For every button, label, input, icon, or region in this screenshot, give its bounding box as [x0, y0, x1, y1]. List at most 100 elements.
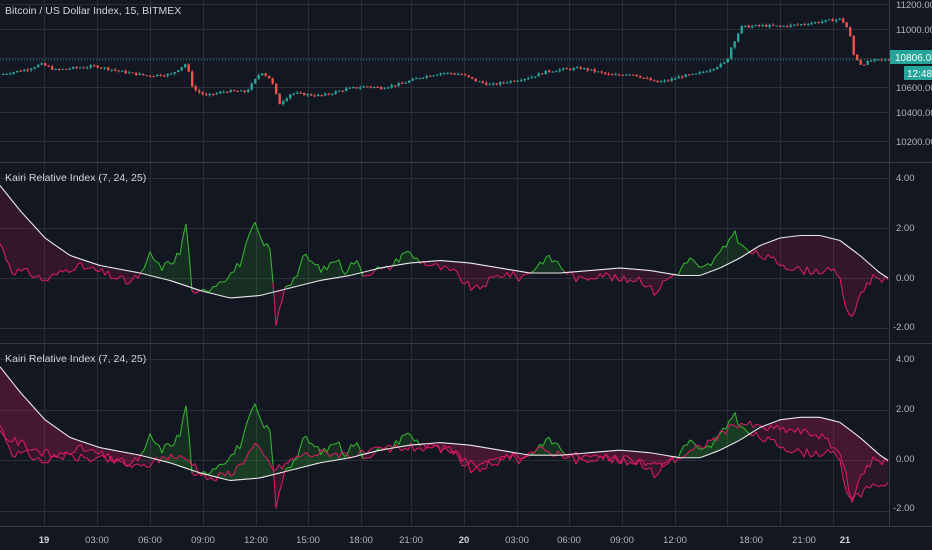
kri-line-segment	[869, 483, 874, 489]
kri-line-segment	[449, 268, 454, 272]
kri-fill-segment	[318, 446, 321, 464]
kri-line-segment	[455, 452, 460, 459]
candle	[572, 66, 575, 72]
kri-2-axis[interactable]: 4.00 2.00 0.00 -2.00	[893, 354, 915, 514]
kri-line-segment	[719, 245, 724, 253]
kri-line-segment	[278, 464, 283, 470]
kri-line-segment	[338, 259, 343, 271]
candle	[352, 86, 355, 89]
candle	[726, 58, 729, 63]
candle	[789, 23, 792, 28]
candle	[737, 32, 740, 43]
candle	[401, 81, 404, 85]
candlestick-series[interactable]	[0, 17, 890, 106]
kri-line-segment	[299, 454, 304, 458]
kri-line-segment	[185, 223, 190, 254]
kri-line-segment	[32, 276, 37, 279]
kri-panel-2[interactable]: Kairi Relative Index (7, 24, 25)	[0, 353, 889, 509]
kri-line-segment	[713, 437, 718, 442]
kri-line-segment	[545, 436, 550, 440]
kri-line-segment	[641, 459, 646, 466]
kri-line-segment	[305, 435, 310, 444]
countdown-badge-text: 12:48	[907, 69, 932, 80]
kri-fill-segment	[732, 412, 735, 445]
kri-fill-segment	[624, 268, 627, 283]
kri-line-segment	[431, 443, 436, 447]
kri-fill-segment	[183, 457, 186, 469]
price-axis[interactable]: 11200.00 11000.00 10600.00 10400.00 1020…	[890, 0, 932, 148]
kri-line-segment	[203, 471, 208, 475]
kri-fill-segment	[795, 235, 798, 270]
kri-fill-segment	[36, 409, 39, 452]
kri-fill-segment	[492, 448, 495, 466]
candle	[530, 75, 533, 79]
kri-line-segment	[725, 425, 730, 435]
candle	[719, 62, 722, 69]
kri-line-segment	[731, 423, 736, 427]
kri-fill-segment	[120, 451, 123, 459]
kri-fill-segment	[636, 269, 639, 282]
kri-line-segment	[98, 268, 103, 273]
kri-fill-segment	[231, 473, 234, 481]
kri-fill-segment	[96, 264, 99, 272]
candle	[79, 66, 82, 69]
kri-line-segment	[95, 270, 100, 273]
kri-line-segment	[587, 277, 592, 281]
kri-line-segment	[269, 431, 274, 465]
time-axis[interactable]: 19 03:00 06:00 09:00 12:00 15:00 18:00 21:00 20 0…	[39, 535, 851, 546]
kri-line-segment	[794, 448, 799, 452]
kri-line-segment	[77, 453, 82, 462]
candle	[19, 69, 22, 72]
kri-fill-segment	[6, 374, 9, 442]
kri-fill-segment	[27, 218, 30, 275]
kri-fill-segment	[699, 266, 702, 276]
price-panel[interactable]: Bitcoin / US Dollar Index, 15, BITMEX	[0, 5, 890, 106]
kri-fill-segment	[33, 406, 36, 450]
candle	[411, 77, 414, 81]
kri-line-segment	[182, 223, 187, 237]
kri-fill-segment	[789, 236, 792, 271]
kri-line-segment	[728, 417, 733, 422]
candle	[677, 74, 680, 79]
kri-fill-segment	[627, 450, 630, 459]
kri-fill-segment	[843, 424, 846, 473]
kri-line-segment	[275, 310, 280, 326]
kri-fill-segment	[279, 472, 282, 493]
kri-line-segment	[80, 453, 85, 458]
candle	[828, 19, 831, 21]
kri-fill-segment	[69, 436, 72, 455]
kri-line-segment	[413, 439, 418, 442]
kri-line-segment	[491, 276, 496, 278]
kri-line-segment	[212, 479, 217, 482]
kri-1-axis[interactable]: 4.00 2.00 0.00 -2.00	[893, 173, 915, 333]
kri-line-segment	[452, 450, 457, 455]
kri-line-segment	[629, 461, 634, 465]
kri-line-segment	[581, 454, 586, 459]
kri-fill-segment	[336, 259, 339, 278]
kri-line-segment	[776, 444, 781, 449]
candle	[747, 24, 750, 28]
candle	[502, 81, 505, 85]
candle	[117, 70, 120, 73]
kri-line-segment	[587, 460, 592, 464]
kri-line-segment	[827, 437, 832, 449]
kri-line-segment	[881, 458, 886, 466]
candle	[86, 65, 89, 70]
kri-panel-1[interactable]: Kairi Relative Index (7, 24, 25)	[0, 172, 889, 326]
kri-fill-segment	[834, 239, 837, 276]
candle	[583, 67, 586, 70]
candle	[702, 70, 705, 74]
kri-line-segment	[341, 451, 346, 454]
kri-line-segment	[449, 446, 454, 455]
kri-line-segment	[188, 253, 193, 291]
kri-fill-segment	[663, 272, 666, 281]
kri-fill-segment	[483, 447, 486, 464]
kri-fill-segment	[870, 446, 873, 467]
kri-line-segment	[704, 445, 709, 449]
kri-line-segment	[278, 300, 283, 311]
kri-fill-segment	[300, 438, 303, 468]
candle	[58, 68, 61, 71]
candle	[821, 19, 824, 25]
kri-line-segment	[35, 457, 40, 460]
